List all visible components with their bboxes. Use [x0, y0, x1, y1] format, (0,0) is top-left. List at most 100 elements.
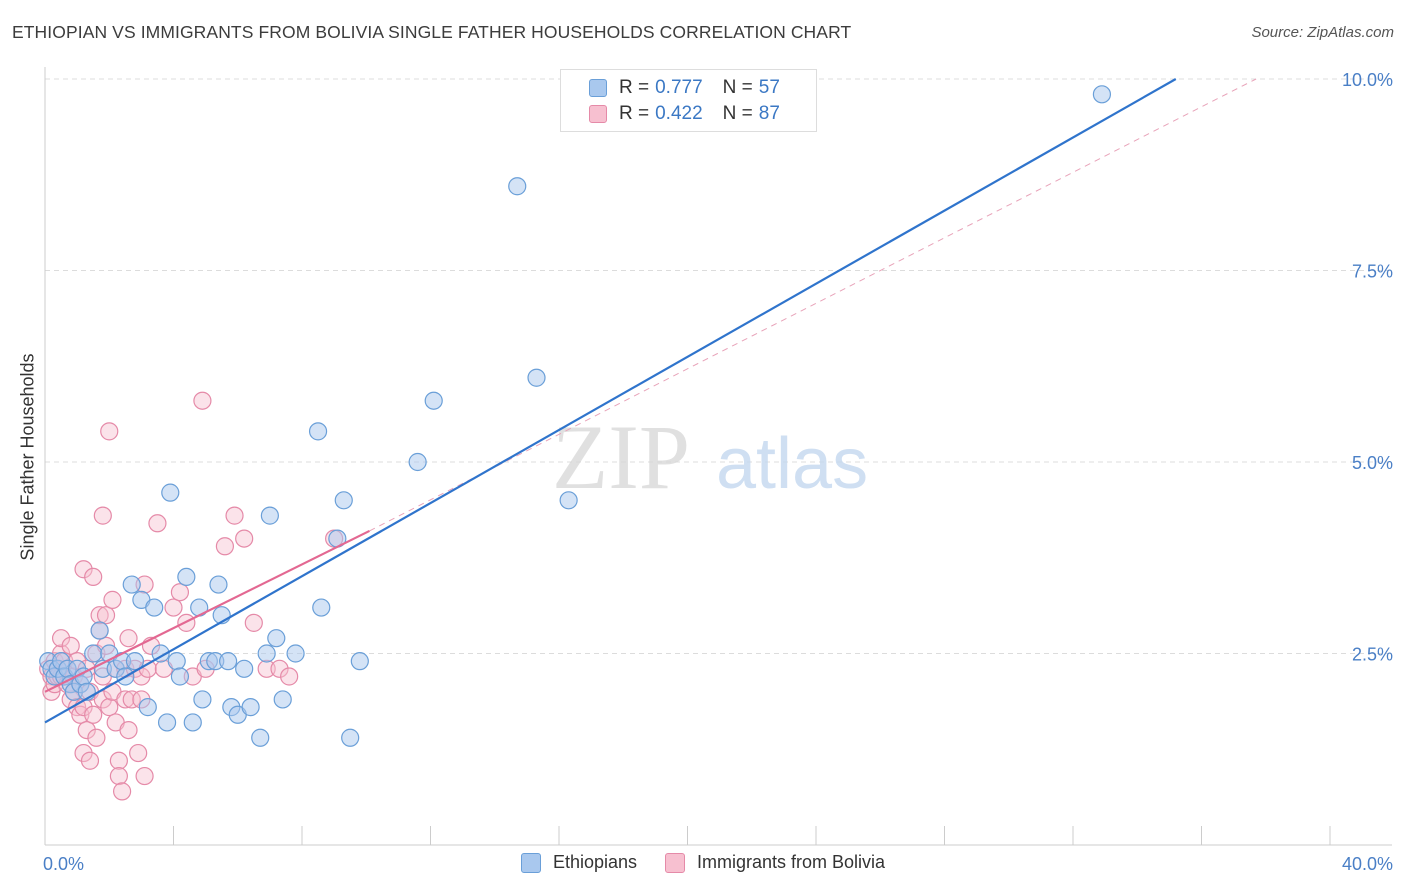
ethiopian-point [267, 629, 286, 648]
bolivia-point [74, 560, 93, 579]
legend-swatch-pink [589, 105, 607, 123]
ethiopian-point [334, 491, 353, 510]
ethiopian-point [193, 690, 212, 709]
watermark-atlas: atlas [716, 424, 868, 504]
bolivia-point [80, 751, 100, 770]
ethiopian-point [138, 698, 157, 717]
bolivia-point [84, 567, 103, 587]
ethiopian-point [508, 177, 527, 196]
ethiopian-point [350, 652, 369, 671]
bolivia-point [129, 743, 148, 763]
axes [44, 67, 1392, 846]
correlation-legend: R = 0.777 N = 57 R = 0.422 N = 87 [560, 69, 817, 132]
series-legend: Ethiopians Immigrants from Bolivia [0, 852, 1406, 873]
legend-swatch-blue [589, 79, 607, 97]
ethiopian-point [219, 652, 238, 671]
ethiopian-point [209, 575, 228, 594]
trend-lines [44, 78, 1257, 724]
legend-label-bolivia: Immigrants from Bolivia [697, 852, 886, 872]
ethiopian-point [408, 452, 427, 472]
swatch-ethiopians [520, 852, 541, 873]
ethiopian-point [122, 575, 141, 594]
swatch-bolivia [665, 852, 685, 873]
ethiopian-point [257, 644, 276, 663]
legend-r-value-bolivia: 0.422 [655, 103, 703, 124]
bolivia-point [148, 514, 167, 533]
legend-r-value-ethiopians: 0.777 [655, 77, 703, 98]
grid-lines [45, 78, 1392, 654]
ethiopian-point [170, 667, 190, 686]
bolivia-point [103, 590, 122, 609]
chart-title: ETHIOPIAN VS IMMIGRANTS FROM BOLIVIA SIN… [12, 22, 852, 42]
ethiopian-trend-line [44, 78, 1177, 724]
legend-n-label: N = [722, 77, 753, 98]
ethiopian-point [260, 506, 279, 525]
bolivia-point [109, 766, 128, 786]
legend-row-bolivia: R = 0.422 N = 87 [589, 102, 780, 126]
legend-row-ethiopians: R = 0.777 N = 57 [589, 76, 780, 100]
legend-item-ethiopians[interactable]: Ethiopians [520, 852, 637, 873]
bolivia-point [100, 422, 119, 441]
ethiopian-point [90, 621, 109, 640]
legend-n-label: N = [722, 103, 753, 124]
bolivia-point [61, 636, 80, 655]
bolivia-point [235, 529, 254, 548]
ethiopian-point [151, 644, 170, 663]
bolivia-points [39, 391, 344, 801]
legend-label-ethiopians: Ethiopians [552, 852, 637, 872]
bolivia-trend-extension [369, 78, 1257, 532]
ethiopian-point [341, 728, 360, 747]
bolivia-trend-line [44, 529, 370, 693]
bolivia-point [100, 698, 119, 717]
legend-n-value-bolivia: 87 [758, 103, 780, 124]
bolivia-point [109, 751, 128, 770]
bolivia-point [170, 583, 190, 602]
ethiopian-point [273, 690, 292, 709]
ethiopian-point [1092, 85, 1112, 104]
ethiopian-point [161, 483, 180, 502]
y-tick-label: 7.5% [1352, 262, 1393, 282]
ethiopian-point [235, 659, 254, 678]
x-tick-label-max: 40.0% [1342, 854, 1393, 874]
y-axis-label: Single Father Households [17, 353, 38, 561]
source-label[interactable]: Source: ZipAtlas.com [1251, 24, 1394, 41]
bolivia-point [225, 506, 244, 525]
ethiopian-point [167, 652, 186, 671]
ethiopian-point [312, 598, 331, 617]
bolivia-point [93, 506, 112, 525]
ethiopian-point [527, 368, 546, 387]
bolivia-point [51, 629, 71, 648]
ethiopian-point [424, 391, 443, 410]
legend-r-label: R = [619, 77, 650, 98]
bolivia-point [164, 598, 183, 617]
ethiopian-point [308, 422, 328, 441]
bolivia-point [116, 690, 135, 709]
bolivia-point [270, 659, 289, 678]
ethiopian-point [177, 567, 196, 587]
bolivia-point [193, 391, 212, 410]
bolivia-point [87, 728, 106, 747]
ethiopian-point [559, 491, 578, 510]
ethiopian-point [251, 728, 270, 747]
ethiopian-point [157, 713, 177, 732]
ethiopian-point [241, 698, 260, 717]
ethiopian-points [39, 85, 1112, 747]
ethiopian-point [183, 713, 202, 732]
ethiopian-point [145, 598, 164, 617]
bolivia-point [77, 720, 96, 740]
bolivia-point [244, 613, 263, 632]
tick-labels: 2.5% 5.0% 7.5% 10.0% 0.0% 40.0% [43, 70, 1393, 874]
bolivia-point [96, 606, 116, 625]
bolivia-point [112, 782, 132, 801]
ethiopian-point [125, 652, 145, 671]
bolivia-point [119, 720, 138, 740]
watermark-zip: ZIP [552, 406, 690, 508]
y-tick-label: 5.0% [1352, 453, 1393, 473]
legend-item-bolivia[interactable]: Immigrants from Bolivia [665, 852, 885, 873]
x-tick-label-min: 0.0% [43, 854, 84, 874]
bolivia-point [122, 690, 141, 709]
legend-n-value-ethiopians: 57 [758, 77, 780, 98]
bolivia-point [280, 667, 299, 686]
watermark: ZIP atlas [552, 406, 868, 508]
